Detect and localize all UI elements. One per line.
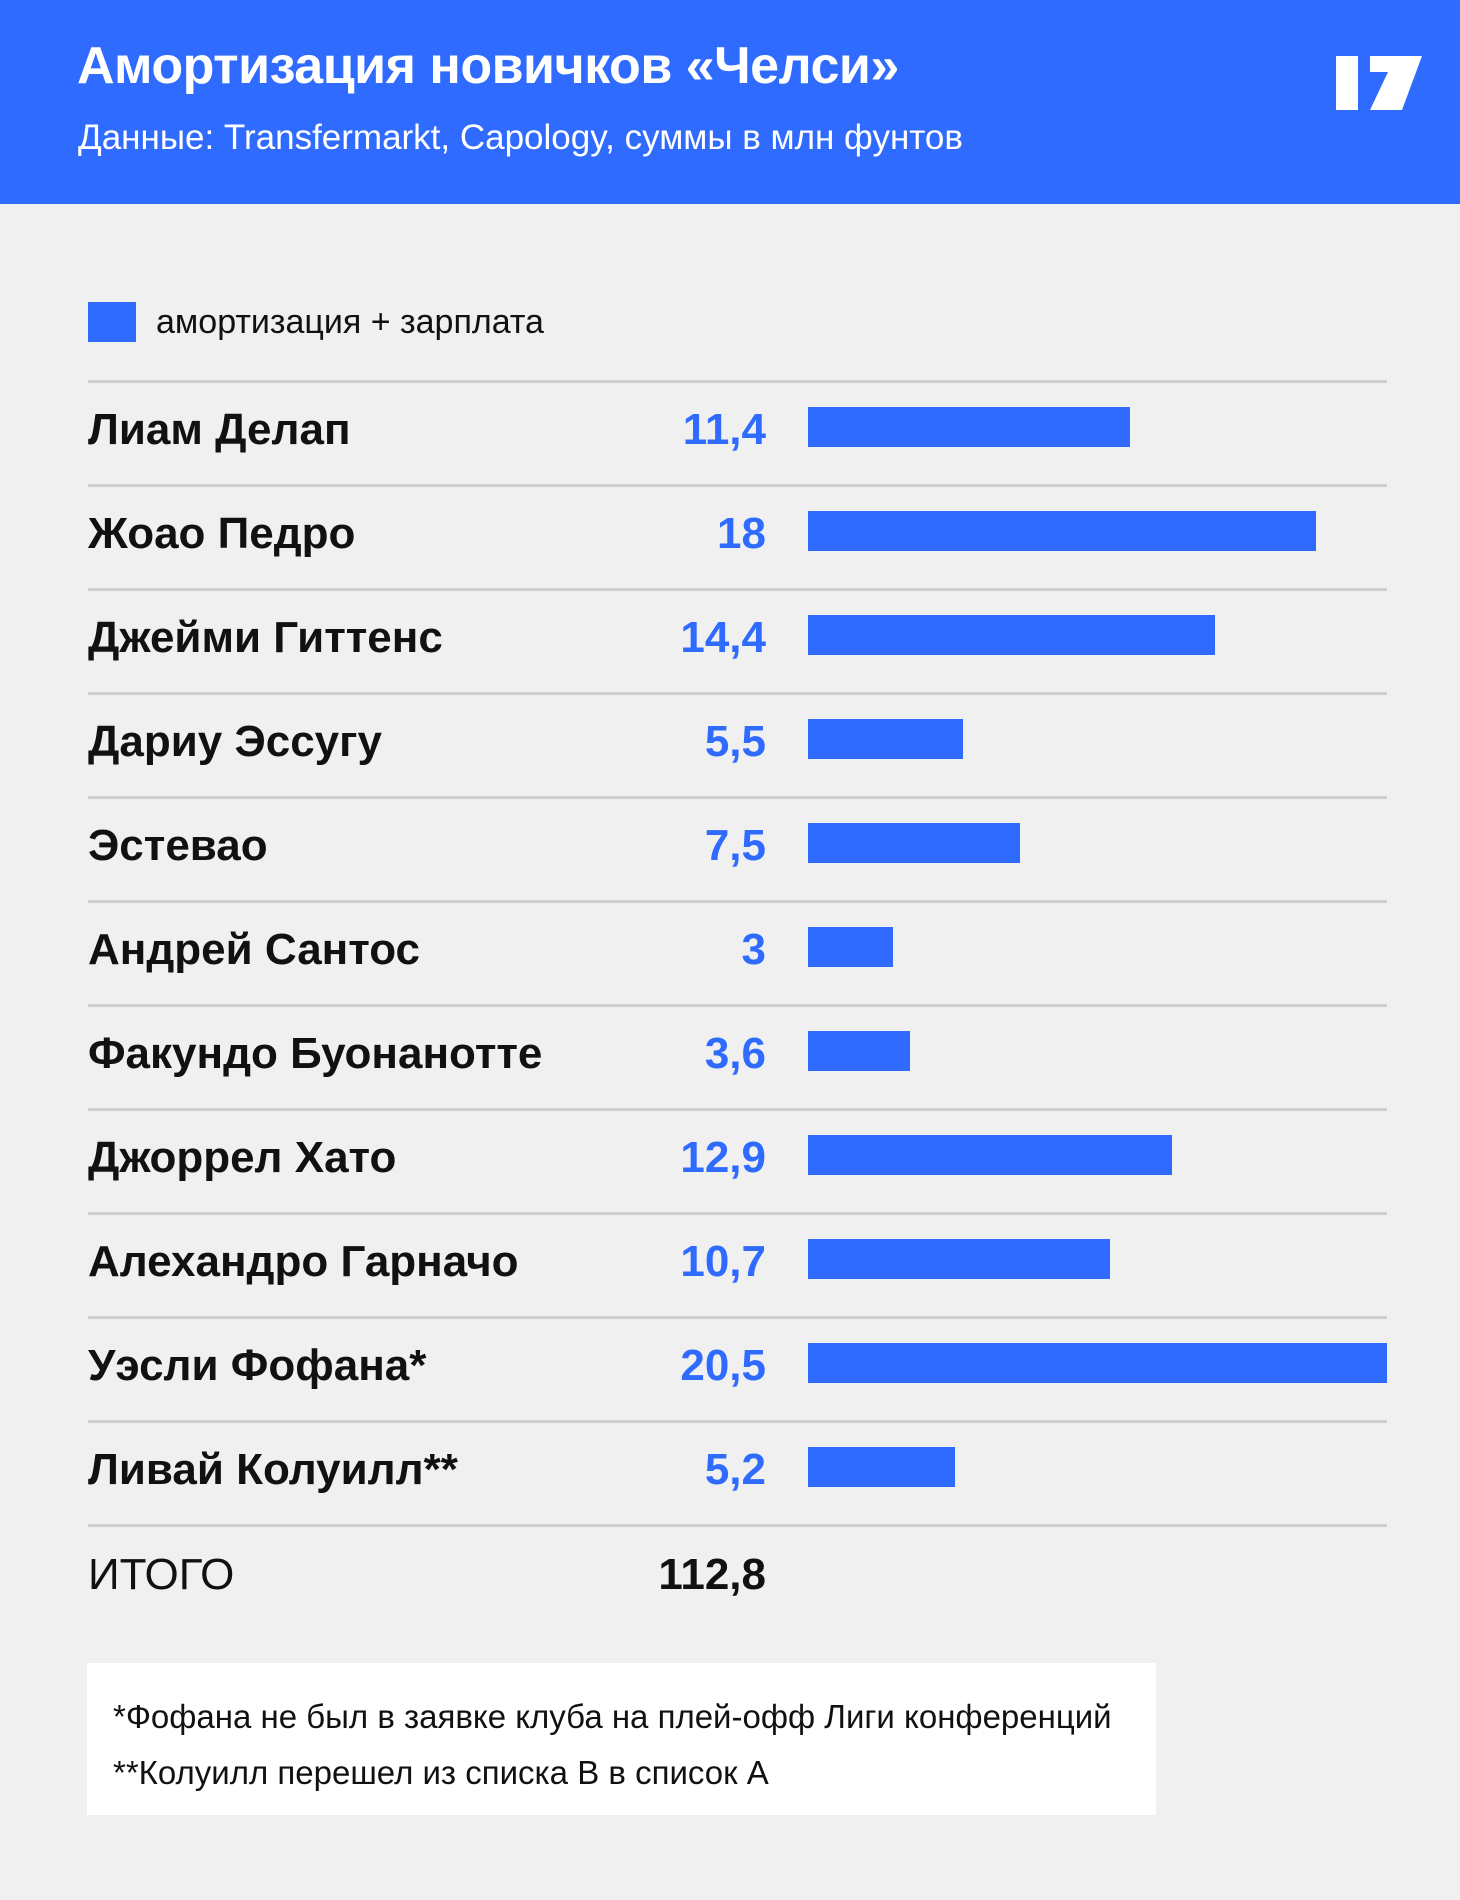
footnote: *Фофана не был в заявке клуба на плей-оф… — [113, 1698, 1112, 1735]
category-label: Андрей Сантос — [88, 925, 420, 974]
total-row: ИТОГО 112,8 — [88, 1540, 1387, 1610]
chart-row: Жоао Педро 18 — [88, 484, 1387, 588]
bar — [808, 1239, 1110, 1279]
chart-row: Джоррел Хато 12,9 — [88, 1108, 1387, 1212]
chart-row: Факундо Буонанотте 3,6 — [88, 1004, 1387, 1108]
footnotes: *Фофана не был в заявке клуба на плей-оф… — [87, 1663, 1156, 1815]
category-label: Факундо Буонанотте — [88, 1029, 543, 1078]
total-label: ИТОГО — [88, 1550, 235, 1599]
chart-row: Дариу Эссугу 5,5 — [88, 692, 1387, 796]
bar — [808, 1447, 955, 1487]
legend-swatch — [88, 302, 136, 342]
category-label: Лиам Делап — [88, 405, 351, 454]
data-label: 10,7 — [680, 1237, 766, 1286]
footnote: **Колуилл перешел из списка В в список А — [113, 1754, 769, 1791]
chart-row: Ливай Колуилл** 5,2 — [88, 1420, 1387, 1527]
category-label: Ливай Колуилл** — [88, 1445, 458, 1494]
data-label: 18 — [717, 509, 766, 558]
data-label: 5,5 — [704, 717, 766, 766]
bar-chart: Лиам Делап 11,4 Жоао Педро 18 Джейми Гиттенс… — [88, 380, 1387, 1527]
chart-row: Уэсли Фофана* 20,5 — [88, 1316, 1387, 1420]
legend-label: амортизация + зарплата — [156, 302, 544, 341]
category-label: Уэсли Фофана* — [88, 1341, 427, 1390]
chart-title: Амортизация новичков «Челси» — [77, 37, 899, 95]
bar — [808, 823, 1020, 863]
chart-row: Эстевао 7,5 — [88, 796, 1387, 900]
data-label: 3 — [741, 925, 766, 974]
category-label: Эстевао — [88, 821, 268, 870]
category-label: Жоао Педро — [88, 509, 356, 558]
chart-legend: амортизация + зарплата — [88, 300, 544, 344]
chart-subtitle: Данные: Transfermarkt, Capology, суммы в… — [78, 118, 963, 157]
data-label: 7,5 — [704, 821, 766, 870]
data-label: 3,6 — [704, 1029, 766, 1078]
bar — [808, 719, 963, 759]
chart-row: Алехандро Гарначо 10,7 — [88, 1212, 1387, 1316]
data-label: 5,2 — [704, 1445, 766, 1494]
publication-logo-icon — [1336, 56, 1422, 110]
data-label: 11,4 — [682, 405, 766, 454]
bar — [808, 407, 1130, 447]
chart-row: Андрей Сантос 3 — [88, 900, 1387, 1004]
chart-row: Лиам Делап 11,4 — [88, 380, 1387, 484]
bar — [808, 615, 1215, 655]
data-label: 20,5 — [680, 1341, 766, 1390]
bar — [808, 1135, 1172, 1175]
category-label: Дариу Эссугу — [88, 717, 382, 766]
chart-row: Джейми Гиттенс 14,4 — [88, 588, 1387, 692]
header: Амортизация новичков «Челси» Данные: Tra… — [0, 0, 1460, 204]
bar — [808, 927, 893, 967]
bar — [808, 1343, 1387, 1383]
bar — [808, 511, 1316, 551]
bar — [808, 1031, 910, 1071]
category-label: Алехандро Гарначо — [88, 1237, 519, 1286]
total-value: 112,8 — [658, 1550, 766, 1599]
category-label: Джейми Гиттенс — [88, 613, 443, 662]
category-label: Джоррел Хато — [88, 1133, 397, 1182]
data-label: 14,4 — [680, 613, 766, 662]
data-label: 12,9 — [680, 1133, 766, 1182]
